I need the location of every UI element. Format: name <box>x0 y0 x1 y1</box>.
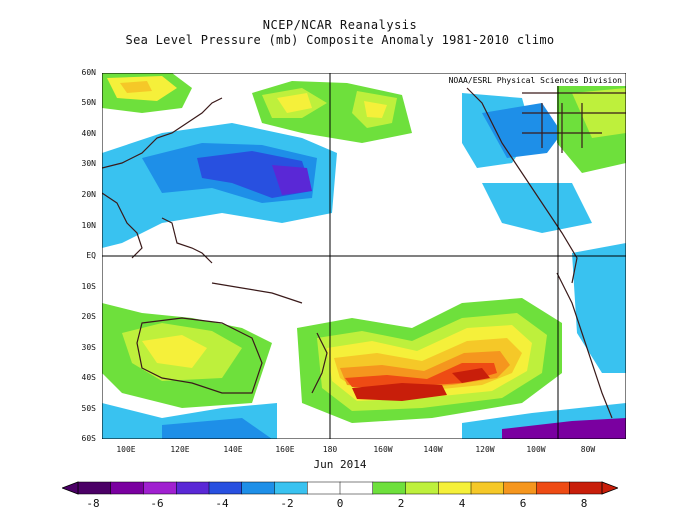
lat-label: 30S <box>81 343 96 352</box>
coastlines <box>102 87 626 419</box>
lat-label: 50S <box>81 404 96 413</box>
lat-label: 20S <box>81 312 96 321</box>
lon-label: 100W <box>526 445 546 454</box>
lat-label: 60S <box>81 434 96 443</box>
colorbar-label: 0 <box>336 497 344 510</box>
lon-label: 120W <box>475 445 495 454</box>
lat-label: 10N <box>81 221 96 230</box>
colorbar-swatch <box>176 481 210 495</box>
lon-label: 140E <box>223 445 243 454</box>
anomaly-map: NOAA/ESRL Physical Sciences Division <box>102 73 626 439</box>
lat-label: 40N <box>81 129 96 138</box>
colorbar-min-arrow <box>62 481 79 495</box>
colorbar-label: -4 <box>215 497 229 510</box>
lat-label: 10S <box>81 282 96 291</box>
colorbar-swatch <box>110 481 145 495</box>
colorbar-label: 8 <box>580 497 588 510</box>
colorbar-max-arrow <box>601 481 618 495</box>
lat-label: 30N <box>81 159 96 168</box>
lat-label: 60N <box>81 68 96 77</box>
colorbar-label: 2 <box>397 497 405 510</box>
colorbar <box>62 481 618 495</box>
anomaly-shading <box>102 73 626 439</box>
colorbar-swatch <box>569 481 603 495</box>
lat-label: EQ <box>86 251 96 260</box>
colorbar-swatch <box>438 481 472 495</box>
grid-lines <box>102 73 626 439</box>
lat-label: 20N <box>81 190 96 199</box>
lon-label: 160W <box>373 445 393 454</box>
credit-box <box>430 73 626 86</box>
colorbar-swatch <box>339 481 374 495</box>
lat-label: 40S <box>81 373 96 382</box>
colorbar-label: -2 <box>280 497 294 510</box>
lon-label: 80W <box>580 445 596 454</box>
colorbar-swatch <box>372 481 407 495</box>
chart-subtitle: Sea Level Pressure (mb) Composite Anomal… <box>125 33 555 47</box>
colorbar-swatch <box>241 481 276 495</box>
lat-label: 50N <box>81 98 96 107</box>
colorbar-swatch <box>143 481 177 495</box>
lon-label: 120E <box>170 445 190 454</box>
colorbar-label: 6 <box>519 497 527 510</box>
colorbar-swatch <box>470 481 505 495</box>
lon-label: 100E <box>116 445 136 454</box>
colorbar-label: 4 <box>458 497 466 510</box>
lon-label: 160E <box>275 445 295 454</box>
lon-label: 180 <box>322 445 338 454</box>
colorbar-label: -6 <box>150 497 164 510</box>
colorbar-swatch <box>503 481 538 495</box>
colorbar-swatch <box>536 481 570 495</box>
colorbar-swatch <box>208 481 243 495</box>
credit-label: NOAA/ESRL Physical Sciences Division <box>449 76 623 85</box>
colorbar-label: -8 <box>86 497 100 510</box>
colorbar-swatch <box>307 481 341 495</box>
date-label: Jun 2014 <box>313 458 367 471</box>
colorbar-swatch <box>405 481 439 495</box>
colorbar-swatch <box>77 481 112 495</box>
colorbar-swatch <box>274 481 308 495</box>
lon-label: 140W <box>423 445 443 454</box>
chart-title: NCEP/NCAR Reanalysis <box>262 18 418 32</box>
